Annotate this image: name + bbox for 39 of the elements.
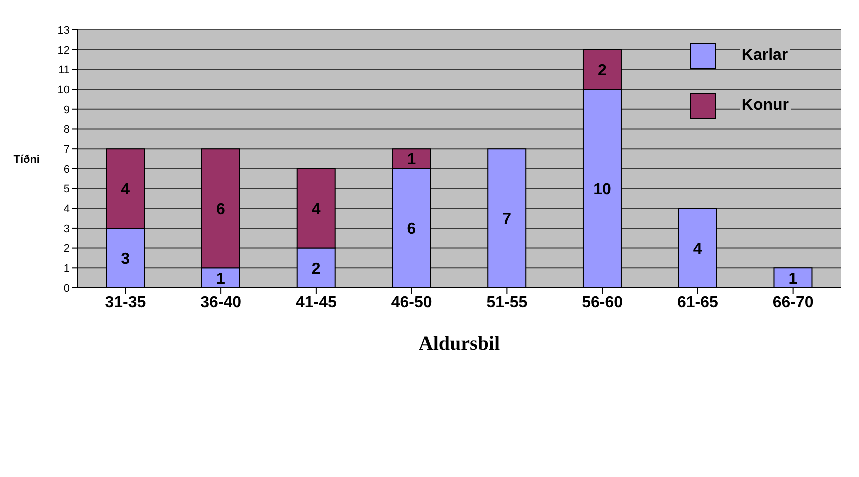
- data-label: 2: [312, 260, 321, 278]
- data-label: 4: [312, 201, 321, 218]
- y-tick-label: 9: [64, 104, 70, 116]
- y-tick-label: 6: [64, 164, 70, 176]
- x-tick-label: 46-50: [391, 294, 432, 312]
- data-label: 3: [121, 250, 130, 268]
- y-tick-label: 1: [64, 263, 70, 276]
- y-tick-label: 7: [64, 144, 70, 156]
- data-label: 6: [216, 201, 226, 218]
- x-tick-label: 41-45: [296, 294, 337, 312]
- data-label: 4: [121, 181, 130, 198]
- x-tick-label: 61-65: [677, 294, 718, 312]
- y-tick-label: 0: [64, 282, 70, 295]
- y-tick-label: 12: [58, 44, 70, 57]
- data-label: 1: [216, 270, 226, 288]
- x-tick-label: 31-35: [105, 294, 146, 312]
- data-label: 10: [594, 181, 612, 198]
- y-tick-label: 2: [64, 243, 70, 256]
- data-label: 6: [407, 221, 416, 238]
- x-tick-label: 36-40: [200, 294, 242, 312]
- x-axis-title: Aldursbil: [418, 333, 501, 355]
- y-tick-label: 8: [64, 124, 70, 136]
- data-label: 1: [407, 152, 416, 169]
- x-tick-label: 56-60: [582, 294, 624, 312]
- y-tick-label: 13: [58, 24, 70, 37]
- x-tick-label: 51-55: [486, 294, 528, 312]
- legend-label: Konur: [740, 97, 791, 115]
- y-tick-label: 11: [58, 64, 70, 77]
- data-label: 4: [693, 240, 702, 258]
- y-tick-label: 5: [64, 184, 70, 196]
- data-label: 2: [598, 62, 608, 80]
- x-tick-label: 66-70: [772, 294, 814, 312]
- y-tick-label: 4: [64, 204, 70, 216]
- y-axis-title: Tíðni: [14, 154, 40, 166]
- data-label: 1: [788, 270, 798, 288]
- data-label: 7: [502, 211, 512, 228]
- legend-label: Karlar: [740, 47, 790, 65]
- y-tick-label: 10: [58, 84, 70, 96]
- y-tick-label: 3: [64, 223, 70, 236]
